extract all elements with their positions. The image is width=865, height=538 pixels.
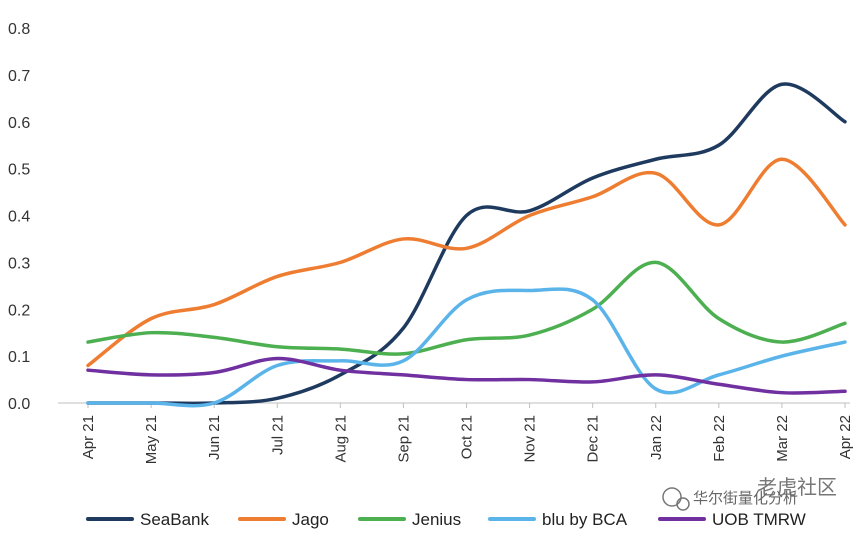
legend: SeaBank Jago Jenius blu by BCA UOB TMRW <box>86 510 806 529</box>
series-line-seabank <box>86 82 847 406</box>
y-tick-label: 0.6 <box>8 115 30 132</box>
series-line-uob-tmrw <box>86 356 847 395</box>
legend-label: blu by BCA <box>542 510 628 529</box>
wechat-icon-small <box>676 497 690 511</box>
x-tick-label: Jan 22 <box>648 415 665 460</box>
x-tick-label: Apr 21 <box>80 415 97 459</box>
y-tick-label: 0.8 <box>8 21 30 38</box>
watermark: 老虎社区 华尔街量化分析 <box>662 476 837 511</box>
y-axis-ticks: 0.0 0.1 0.2 0.3 0.4 0.5 0.6 0.7 0.8 <box>8 21 30 413</box>
series-line-blu-by-bca <box>86 287 847 408</box>
legend-label: UOB TMRW <box>712 510 806 529</box>
y-tick-label: 0.5 <box>8 162 30 179</box>
x-tick-label: Dec 21 <box>585 415 602 463</box>
legend-label: Jenius <box>412 510 461 529</box>
watermark-text-secondary: 老虎社区 <box>757 476 837 499</box>
x-tick-label: Feb 22 <box>711 415 728 462</box>
x-tick-label: Oct 21 <box>459 415 476 459</box>
x-tick-label: Sep 21 <box>395 415 412 463</box>
y-tick-label: 0.3 <box>8 255 30 272</box>
y-tick-label: 0.0 <box>8 396 30 413</box>
x-tick-label: May 21 <box>143 415 160 464</box>
x-tick-label: Jun 21 <box>206 415 223 460</box>
x-tick-label: Nov 21 <box>522 415 539 463</box>
y-tick-label: 0.1 <box>8 349 30 366</box>
y-tick-label: 0.2 <box>8 302 30 319</box>
series-lines <box>86 82 847 408</box>
y-tick-label: 0.4 <box>8 209 30 226</box>
x-tick-label: Aug 21 <box>332 415 349 463</box>
series-line-jago <box>86 157 847 368</box>
y-tick-label: 0.7 <box>8 68 30 85</box>
x-axis-ticks: Apr 21 May 21 Jun 21 Jul 21 Aug 21 Sep 21 Oct … <box>80 403 854 464</box>
x-tick-label: Apr 22 <box>837 415 854 459</box>
x-tick-label: Jul 21 <box>269 415 286 455</box>
legend-label: SeaBank <box>140 510 209 529</box>
x-tick-label: Mar 22 <box>774 415 791 462</box>
legend-label: Jago <box>292 510 329 529</box>
wechat-icon <box>662 487 682 507</box>
watermark-text-primary: 华尔街量化分析 <box>693 490 798 507</box>
series-line-jenius <box>86 260 847 356</box>
